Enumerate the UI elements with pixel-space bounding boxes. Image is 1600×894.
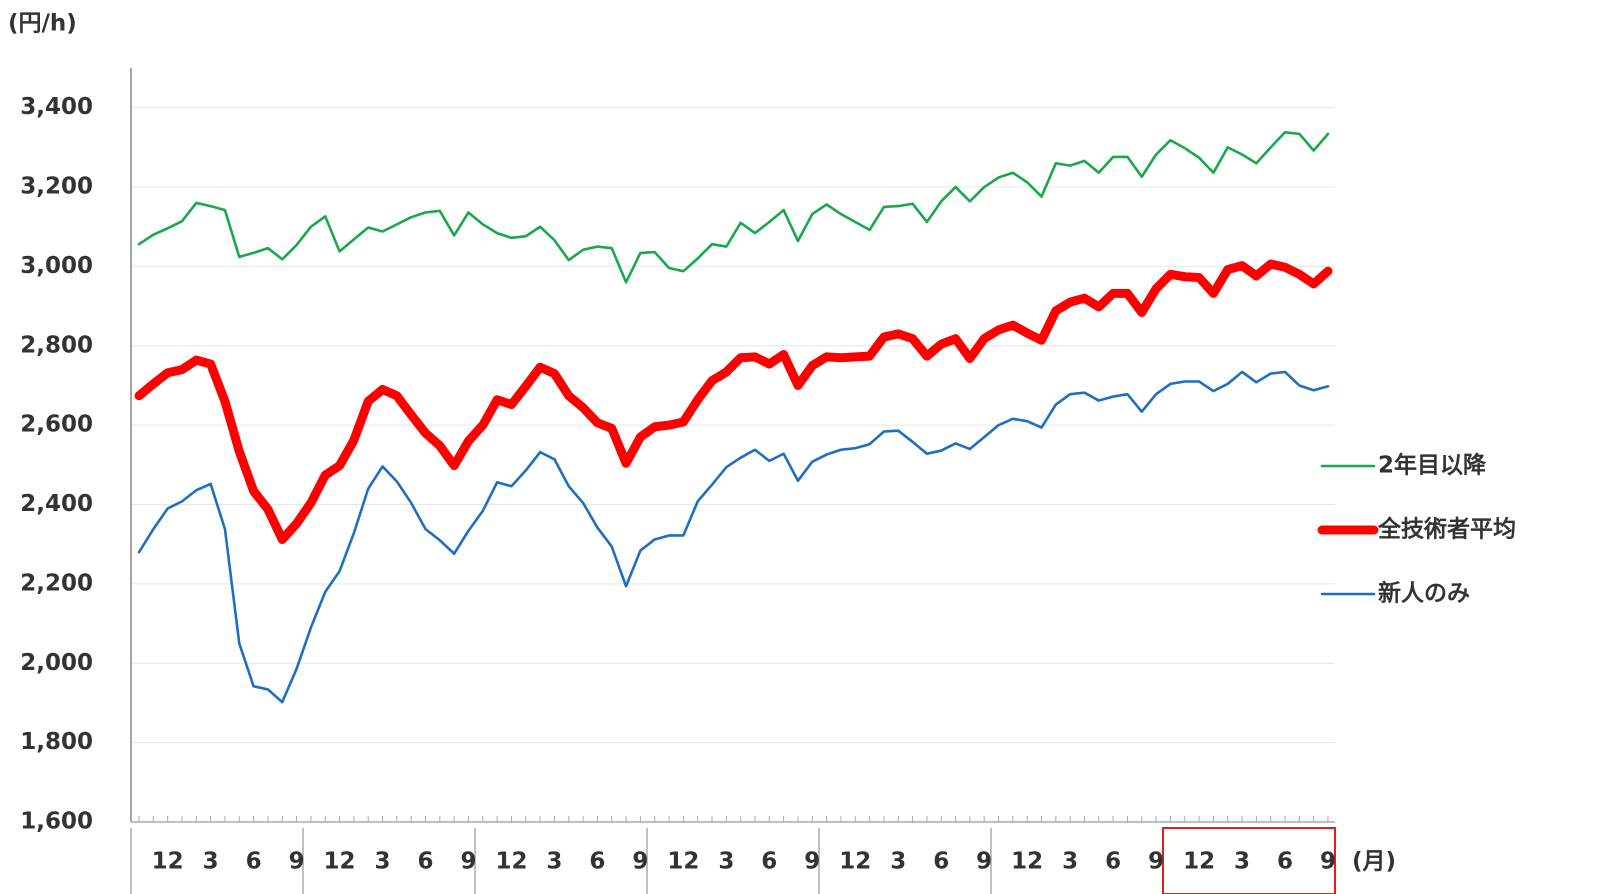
x-tick-label: 6: [589, 849, 605, 875]
x-tick-label: 3: [718, 849, 734, 875]
x-tick-label: 12: [324, 849, 356, 875]
x-tick-label: 3: [203, 849, 219, 875]
x-tick-label: 3: [890, 849, 906, 875]
x-tick-label: 3: [1234, 849, 1250, 875]
legend-label: 全技術者平均: [1377, 516, 1516, 543]
x-axis-label: (月): [1352, 849, 1396, 875]
x-tick-label: 3: [375, 849, 391, 875]
y-tick-label: 1,600: [20, 809, 93, 835]
x-tick-label: 12: [1011, 849, 1043, 875]
x-tick-label: 6: [417, 849, 433, 875]
y-tick-label: 1,800: [20, 729, 93, 755]
x-tick-label: 6: [1105, 849, 1121, 875]
y-axis-label: (円/h): [8, 11, 77, 37]
x-tick-label: 6: [933, 849, 949, 875]
x-tick-label: 6: [761, 849, 777, 875]
x-tick-label: 9: [1320, 849, 1336, 875]
x-tick-label: 9: [1148, 849, 1164, 875]
highlight-box: [1162, 827, 1336, 894]
y-tick-label: 3,200: [20, 174, 93, 200]
x-tick-label: 12: [667, 849, 699, 875]
y-tick-label: 2,400: [20, 491, 93, 517]
y-tick-label: 2,000: [20, 650, 93, 676]
legend-label: 新人のみ: [1378, 580, 1470, 607]
line-series: [137, 370, 1330, 704]
y-tick-label: 2,800: [20, 332, 93, 358]
x-tick-label: 12: [495, 849, 527, 875]
x-tick-label: 12: [839, 849, 871, 875]
y-tick-label: 3,400: [20, 94, 93, 120]
x-tick-label: 6: [1277, 849, 1293, 875]
x-tick-label: 12: [1183, 849, 1215, 875]
x-tick-label: 9: [976, 849, 992, 875]
legend-label: 2年目以降: [1378, 452, 1487, 479]
x-tick-label: 12: [152, 849, 184, 875]
x-tick-label: 3: [546, 849, 562, 875]
y-tick-label: 2,200: [20, 570, 93, 596]
x-tick-label: 3: [1062, 849, 1078, 875]
x-tick-label: 9: [289, 849, 305, 875]
line-series: [134, 259, 1333, 544]
x-tick-label: 6: [246, 849, 262, 875]
line-series: [137, 130, 1330, 284]
y-tick-label: 2,600: [20, 412, 93, 438]
x-tick-label: 9: [632, 849, 648, 875]
y-tick-label: 3,000: [20, 253, 93, 279]
x-tick-label: 9: [460, 849, 476, 875]
x-tick-label: 9: [804, 849, 820, 875]
